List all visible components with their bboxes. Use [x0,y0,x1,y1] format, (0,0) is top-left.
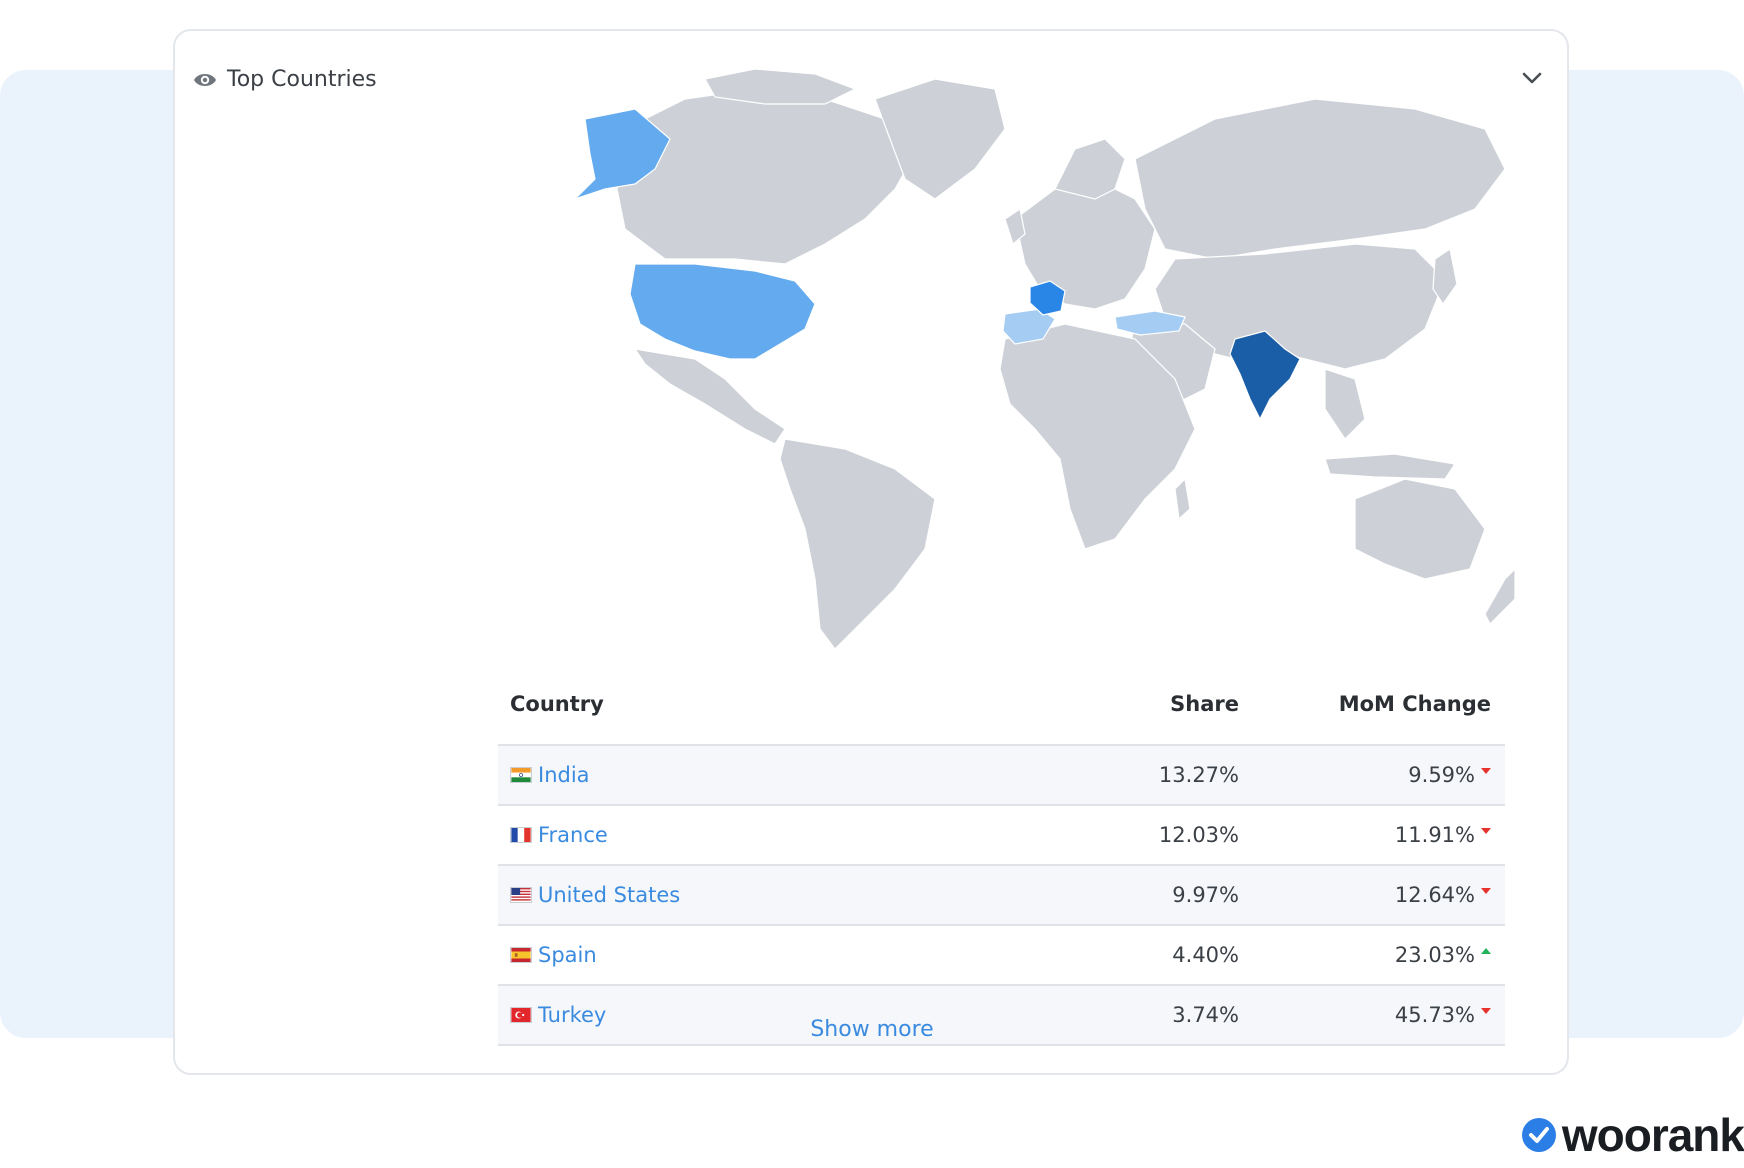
trend-down-icon [1481,1008,1491,1014]
eye-icon [194,73,216,86]
map-region-madagascar [1174,477,1191,521]
brand-name: woorank [1561,1109,1744,1161]
share-value: 4.40% [1172,943,1239,967]
chevron-down-icon[interactable] [1519,65,1545,91]
check-badge-icon [1521,1118,1556,1152]
mom-value: 23.03% [1394,943,1475,967]
share-value: 3.74% [1172,1003,1239,1027]
header-share[interactable]: Share [1170,691,1239,716]
map-region-greenland [874,78,1006,200]
map-region-africa [999,323,1196,550]
mom-value: 45.73% [1394,1003,1475,1027]
map-region-uk [1004,208,1026,246]
card-header: Top Countries [193,67,377,92]
country-link-spain[interactable]: Spain [538,943,597,967]
map-region-new-zealand [1484,567,1516,626]
world-map [574,68,1516,650]
map-region-southeast-asia [1324,368,1366,440]
mom-value: 9.59% [1408,763,1475,787]
header-country[interactable]: Country [510,691,604,716]
header-mom-change[interactable]: MoM Change [1338,691,1491,716]
table-row: Spain 4.40% 23.03% [498,926,1505,986]
map-region-scandinavia [1054,138,1126,200]
table-row: India 13.27% 9.59% [498,746,1505,806]
share-value: 9.97% [1172,883,1239,907]
map-country-turkey[interactable] [1114,310,1186,336]
brand: woorank [1520,1108,1744,1162]
india-flag-icon [510,767,532,783]
map-region-arctic-islands [704,68,857,105]
country-link-india[interactable]: India [538,763,590,787]
map-region-south-america [779,438,936,650]
map-country-united-states[interactable] [629,263,816,360]
mom-value: 11.91% [1394,823,1475,847]
map-region-russia [1134,98,1506,260]
country-link-united-states[interactable]: United States [538,883,681,907]
top-countries-card: Top Countries [173,29,1569,1075]
trend-up-icon [1481,948,1491,954]
spain-flag-icon [510,947,532,963]
trend-down-icon [1481,768,1491,774]
map-region-mexico [633,348,786,445]
map-region-australia [1354,478,1486,580]
country-link-turkey[interactable]: Turkey [538,1003,607,1027]
show-more-link[interactable]: Show more [0,1016,1744,1043]
trend-down-icon [1481,888,1491,894]
country-link-france[interactable]: France [538,823,608,847]
map-region-indonesia [1324,453,1457,480]
map-region-canada [614,88,916,265]
turkey-flag-icon [510,1007,532,1023]
share-value: 13.27% [1158,763,1239,787]
mom-value: 12.64% [1394,883,1475,907]
table-row: France 12.03% 11.91% [498,806,1505,866]
map-region-japan [1432,248,1458,306]
card-title: Top Countries [227,67,377,92]
map-country-united-states-alaska[interactable] [574,108,671,200]
table-row: United States 9.97% 12.64% [498,866,1505,926]
france-flag-icon [510,827,532,843]
united-states-flag-icon [510,887,532,903]
map-country-france[interactable] [1029,280,1066,316]
table-header-row: Country Share MoM Change [498,663,1505,746]
countries-table: Country Share MoM Change India 13.27% 9.… [498,663,1505,1046]
table-row: Turkey 3.74% 45.73% [498,986,1505,1046]
map-country-india[interactable] [1229,330,1301,421]
trend-down-icon [1481,828,1491,834]
share-value: 12.03% [1158,823,1239,847]
